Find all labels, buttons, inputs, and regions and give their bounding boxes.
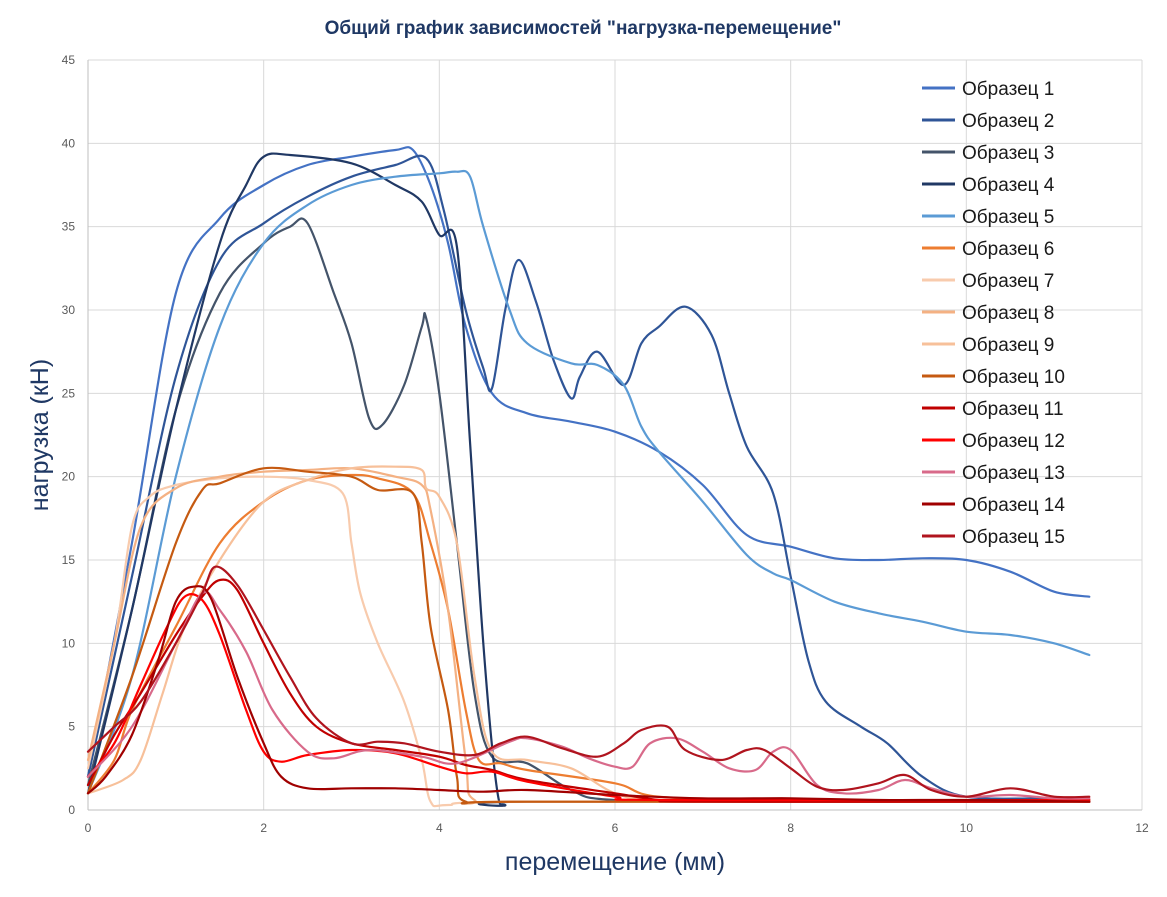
legend-label-5: Образец 5 (962, 207, 1054, 228)
legend-label-9: Образец 9 (962, 335, 1054, 356)
legend-label-6: Образец 6 (962, 239, 1054, 260)
y-tick-label: 0 (68, 803, 75, 817)
y-tick-label: 30 (62, 303, 76, 317)
legend-label-7: Образец 7 (962, 271, 1054, 292)
legend-label-2: Образец 2 (962, 111, 1054, 132)
y-axis-label: нагрузка (кН) (26, 359, 54, 511)
series-line-14 (86, 585, 1091, 803)
x-tick-label: 10 (960, 821, 974, 835)
grid (88, 59, 1143, 810)
legend: Образец 1 Образец 2 Образец 3 Образец 4 Обра… (922, 79, 1065, 548)
y-tick-label: 5 (68, 720, 75, 734)
y-tick-label: 35 (62, 220, 76, 234)
series-line-3 (86, 217, 1091, 803)
x-tick-label: 2 (260, 821, 267, 835)
series-line-10 (86, 466, 1091, 805)
y-tick-label: 25 (62, 386, 76, 400)
legend-label-15: Образец 15 (962, 527, 1065, 548)
legend-label-11: Образец 11 (962, 399, 1064, 420)
y-tick-label: 15 (62, 553, 76, 567)
y-tick-label: 20 (62, 470, 76, 484)
series-line-5 (86, 169, 1091, 795)
y-tick-label: 45 (62, 53, 76, 67)
x-axis-label: перемещение (мм) (505, 848, 725, 876)
series-lines (86, 146, 1091, 808)
series-line-4 (86, 152, 1091, 807)
series-line-1 (86, 146, 1091, 778)
legend-label-10: Образец 10 (962, 367, 1065, 388)
series-line-9 (86, 465, 1091, 803)
series-line-2 (86, 154, 1091, 802)
legend-label-14: Образец 14 (962, 495, 1065, 516)
x-tick-label: 12 (1135, 821, 1149, 835)
x-tick-label: 0 (85, 821, 92, 835)
x-tick-label: 6 (612, 821, 619, 835)
series-line-15 (86, 565, 1091, 799)
legend-label-4: Образец 4 (962, 175, 1055, 196)
legend-label-1: Образец 1 (962, 79, 1054, 100)
legend-label-12: Образец 12 (962, 431, 1065, 452)
y-tick-label: 10 (62, 636, 76, 650)
legend-label-13: Образец 13 (962, 463, 1065, 484)
tick-labels: 0 5 10 15 20 25 30 35 40 45 0 2 4 6 8 10 12 (62, 53, 1149, 835)
series-line-12 (86, 592, 1091, 802)
x-tick-label: 4 (436, 821, 443, 835)
legend-label-8: Образец 8 (962, 303, 1054, 324)
chart-title: Общий график зависимостей "нагрузка-пере… (325, 18, 842, 39)
x-tick-label: 8 (787, 821, 794, 835)
series-line-13 (86, 590, 1091, 800)
y-tick-label: 40 (62, 136, 76, 150)
legend-label-3: Образец 3 (962, 143, 1054, 164)
series-line-7 (86, 475, 1091, 808)
